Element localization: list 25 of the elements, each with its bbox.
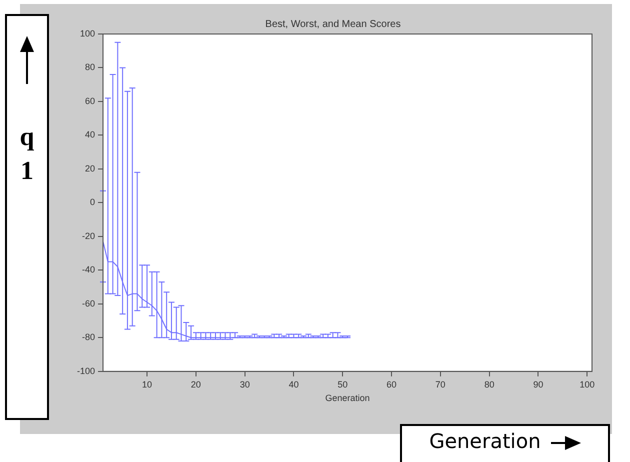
y-tick-label: -40 bbox=[82, 264, 96, 275]
y-tick-label: 20 bbox=[85, 163, 96, 174]
y-tick-label: 0 bbox=[90, 197, 96, 208]
x-tick-label: 40 bbox=[288, 379, 299, 390]
x-tick-label: 20 bbox=[190, 379, 201, 390]
x-tick-label: 80 bbox=[484, 379, 494, 390]
y-tick-label: -60 bbox=[82, 298, 96, 308]
x-axis-title: Generation bbox=[325, 393, 370, 404]
y-tick-label: 80 bbox=[85, 62, 96, 72]
chart-title: Best, Worst, and Mean Scores bbox=[265, 18, 401, 30]
text: q 1 bbox=[18, 121, 36, 187]
text: Generation bbox=[429, 429, 541, 453]
x-tick-label: 60 bbox=[386, 379, 397, 390]
x-tick-label: 30 bbox=[240, 379, 250, 390]
x-tick-label: 70 bbox=[435, 379, 446, 390]
y-tick-label: -100 bbox=[77, 366, 96, 376]
y-tick-label: 100 bbox=[80, 28, 96, 38]
x-tick-label: 100 bbox=[580, 379, 595, 390]
y-tick-label: 40 bbox=[85, 130, 96, 140]
y-tick-label: -80 bbox=[82, 332, 96, 342]
x-tick-label: 50 bbox=[338, 379, 348, 390]
x-tick-label: 10 bbox=[142, 379, 152, 390]
x-tick-label: 90 bbox=[533, 379, 544, 390]
y-tick-label: -20 bbox=[82, 230, 96, 241]
y-tick-label: 60 bbox=[85, 96, 96, 106]
